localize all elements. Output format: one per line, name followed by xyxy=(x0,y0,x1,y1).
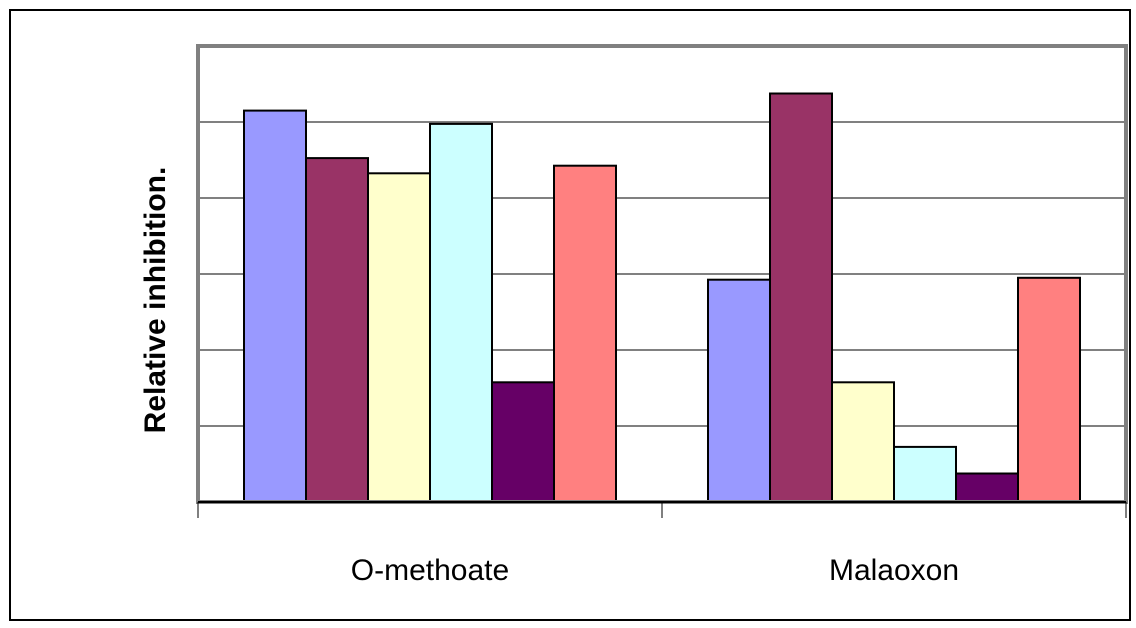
bar-malaoxon-series-3 xyxy=(831,381,895,503)
x-axis: O-methoate Malaoxon xyxy=(197,501,1127,587)
x-tick-label-o-methoate: O-methoate xyxy=(351,554,509,587)
bar-o-methoate-series-5 xyxy=(491,381,555,503)
bar-o-methoate-series-3 xyxy=(367,172,431,504)
x-tick-label-malaoxon: Malaoxon xyxy=(829,554,959,587)
bars xyxy=(243,92,1081,504)
bar-malaoxon-series-4 xyxy=(893,445,957,503)
bar-o-methoate-series-1 xyxy=(243,109,307,503)
y-axis-label: Relative inhibition. xyxy=(139,167,172,434)
bar-o-methoate-series-2 xyxy=(305,157,369,503)
bar-malaoxon-series-6 xyxy=(1017,276,1081,503)
bar-malaoxon-series-5 xyxy=(955,472,1019,503)
bar-malaoxon-series-2 xyxy=(769,92,833,503)
bar-malaoxon-series-1 xyxy=(707,278,771,504)
bar-o-methoate-series-4 xyxy=(429,122,493,504)
bar-o-methoate-series-6 xyxy=(553,164,617,503)
